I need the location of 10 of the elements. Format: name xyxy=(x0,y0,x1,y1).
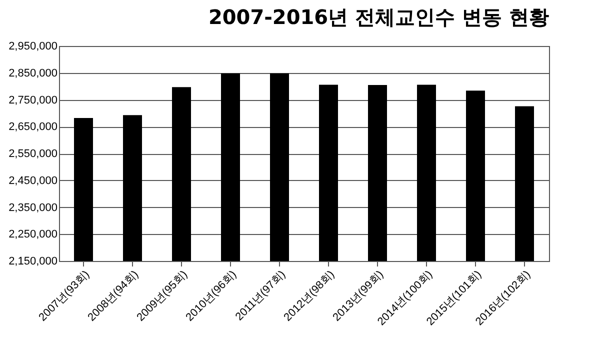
y-tick-label: 2,250,000 xyxy=(8,228,58,241)
y-tick-label: 2,950,000 xyxy=(8,40,58,52)
y-tick-label: 2,150,000 xyxy=(8,256,58,268)
y-tick-label: 2,750,000 xyxy=(8,94,58,106)
chart-title: 2007-2016년 전체교인수 변동 현황 xyxy=(208,5,549,29)
y-tick-label: 2,350,000 xyxy=(8,202,58,214)
y-tick-label: 2,550,000 xyxy=(8,148,58,160)
y-tick-label: 2,850,000 xyxy=(8,67,58,80)
y-tick-label: 2,650,000 xyxy=(8,121,58,134)
y-tick-label: 2,450,000 xyxy=(8,174,58,187)
